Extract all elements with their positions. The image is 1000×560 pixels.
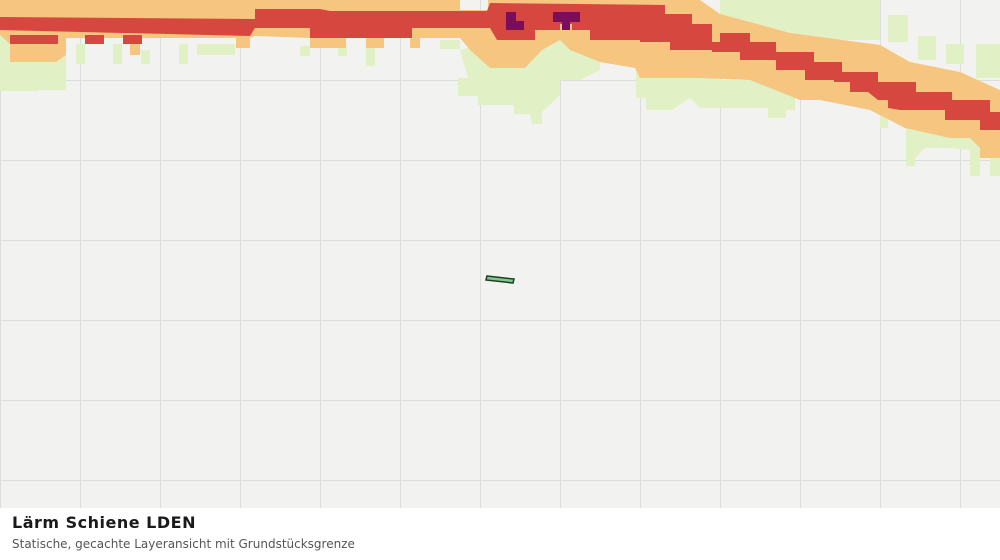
noise-zone-very-high: [506, 12, 580, 30]
noise-zone-high: [0, 3, 1000, 130]
map-subtitle: Statische, gecachte Layeransicht mit Gru…: [12, 537, 355, 551]
map-title: Lärm Schiene LDEN: [12, 513, 196, 532]
map-view: [0, 0, 1000, 508]
parcel-boundary: [485, 275, 515, 284]
map-caption: Lärm Schiene LDEN Statische, gecachte La…: [0, 508, 1000, 560]
